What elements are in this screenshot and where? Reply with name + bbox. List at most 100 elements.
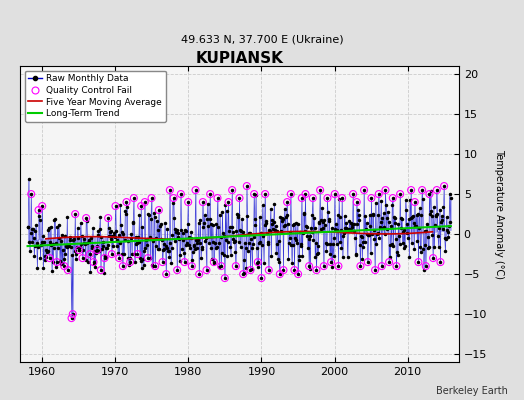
Point: [312, 267, 321, 273]
Point: [436, 259, 445, 265]
Point: [78, 255, 86, 261]
Point: [169, 195, 178, 201]
Point: [177, 191, 185, 197]
Point: [243, 183, 251, 189]
Point: [381, 187, 390, 193]
Point: [360, 187, 368, 193]
Point: [414, 259, 423, 265]
Point: [309, 195, 317, 201]
Point: [334, 263, 343, 269]
Point: [257, 275, 266, 281]
Point: [202, 267, 211, 273]
Point: [162, 271, 170, 277]
Point: [389, 195, 397, 201]
Point: [199, 199, 207, 205]
Point: [133, 251, 141, 257]
Point: [232, 263, 240, 269]
Point: [411, 199, 419, 205]
Point: [35, 207, 43, 213]
Point: [371, 267, 379, 273]
Point: [290, 267, 299, 273]
Point: [392, 263, 401, 269]
Point: [71, 211, 79, 217]
Point: [126, 259, 134, 265]
Point: [301, 191, 310, 197]
Point: [422, 263, 430, 269]
Point: [378, 263, 386, 269]
Point: [107, 251, 116, 257]
Point: [246, 267, 255, 273]
Point: [320, 263, 328, 269]
Point: [115, 255, 123, 261]
Title: KUPIANSK: KUPIANSK: [195, 51, 283, 66]
Legend: Raw Monthly Data, Quality Control Fail, Five Year Moving Average, Long-Term Tren: Raw Monthly Data, Quality Control Fail, …: [25, 70, 166, 122]
Point: [129, 195, 138, 201]
Point: [27, 191, 36, 197]
Point: [250, 191, 258, 197]
Point: [364, 259, 372, 265]
Point: [239, 271, 247, 277]
Point: [265, 267, 273, 273]
Point: [228, 187, 236, 193]
Point: [356, 263, 365, 269]
Point: [213, 195, 222, 201]
Point: [305, 263, 313, 269]
Point: [137, 203, 145, 209]
Point: [111, 203, 119, 209]
Text: Berkeley Earth: Berkeley Earth: [436, 386, 508, 396]
Point: [46, 255, 54, 261]
Point: [375, 191, 383, 197]
Point: [440, 183, 449, 189]
Point: [184, 199, 192, 205]
Point: [385, 259, 394, 265]
Point: [173, 267, 181, 273]
Point: [298, 195, 306, 201]
Point: [418, 187, 427, 193]
Point: [195, 271, 203, 277]
Point: [147, 195, 156, 201]
Point: [158, 259, 167, 265]
Point: [210, 259, 218, 265]
Point: [433, 187, 441, 193]
Point: [118, 263, 127, 269]
Point: [235, 195, 244, 201]
Point: [53, 259, 61, 265]
Point: [140, 199, 149, 205]
Point: [254, 259, 262, 265]
Point: [151, 263, 159, 269]
Point: [217, 263, 225, 269]
Point: [82, 215, 90, 221]
Point: [64, 267, 72, 273]
Point: [327, 259, 335, 265]
Point: [60, 263, 69, 269]
Point: [407, 187, 416, 193]
Point: [294, 271, 302, 277]
Point: [353, 199, 361, 205]
Point: [425, 191, 434, 197]
Point: [429, 255, 438, 261]
Point: [38, 203, 47, 209]
Point: [206, 191, 214, 197]
Point: [93, 247, 101, 253]
Point: [100, 255, 108, 261]
Point: [276, 271, 284, 277]
Point: [144, 255, 152, 261]
Text: 49.633 N, 37.700 E (Ukraine): 49.633 N, 37.700 E (Ukraine): [181, 34, 343, 44]
Point: [166, 187, 174, 193]
Point: [74, 247, 83, 253]
Point: [279, 267, 288, 273]
Point: [261, 191, 269, 197]
Point: [323, 195, 332, 201]
Point: [188, 263, 196, 269]
Point: [367, 195, 376, 201]
Point: [180, 259, 189, 265]
Point: [221, 275, 229, 281]
Point: [349, 191, 357, 197]
Point: [191, 187, 200, 193]
Point: [331, 191, 339, 197]
Point: [316, 187, 324, 193]
Point: [104, 215, 112, 221]
Point: [85, 251, 94, 257]
Point: [122, 199, 130, 205]
Point: [69, 311, 77, 317]
